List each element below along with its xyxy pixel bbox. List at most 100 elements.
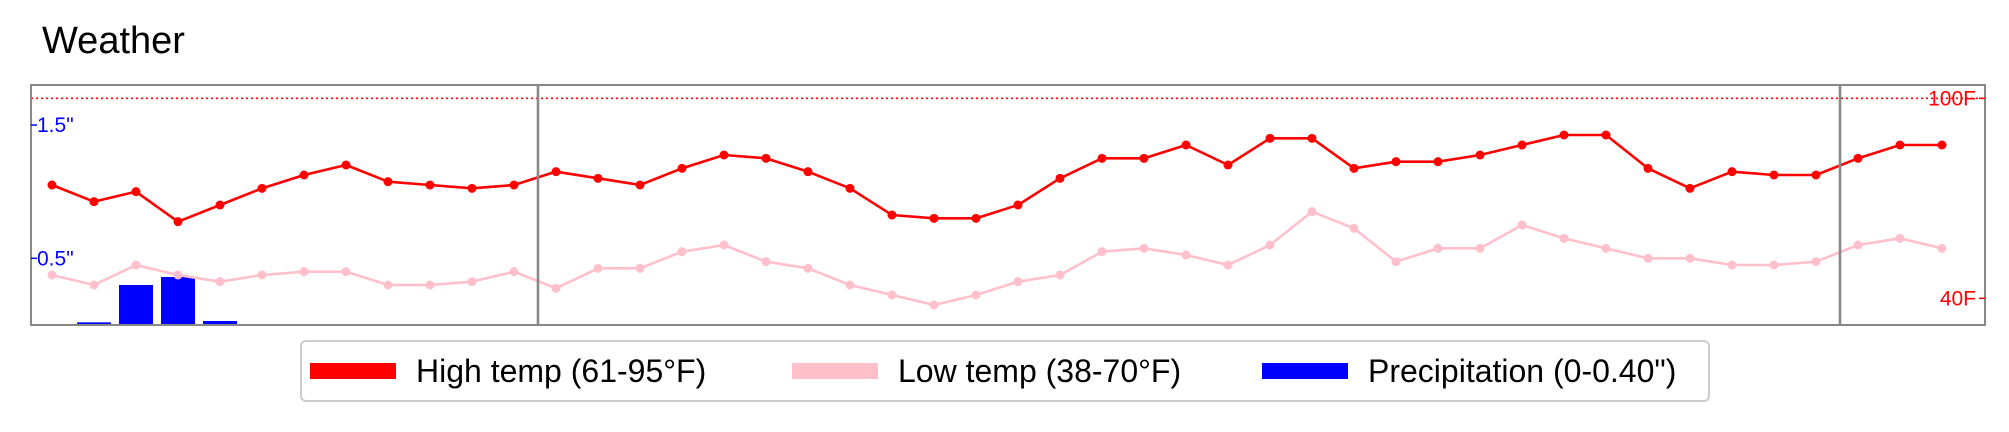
low-temp-point	[1685, 253, 1695, 263]
high-temp-point	[1853, 153, 1863, 163]
legend-label-precip: Precipitation (0-0.40")	[1368, 352, 1677, 389]
low-temp-point	[509, 267, 519, 277]
high-temp-point	[1727, 167, 1737, 177]
high-temp-point	[677, 163, 687, 173]
low-temp-point	[845, 280, 855, 290]
legend-swatch-low	[792, 363, 878, 379]
high-temp-point	[215, 200, 225, 210]
high-temp-point	[803, 167, 813, 177]
high-temp-point	[1307, 133, 1317, 143]
low-temp-point	[929, 300, 939, 310]
high-temp-point	[635, 180, 645, 190]
high-temp-point	[1895, 140, 1905, 150]
high-temp-point	[1643, 163, 1653, 173]
high-temp-point	[1223, 160, 1233, 170]
precip-bar	[119, 285, 153, 325]
low-temp-point	[803, 263, 813, 273]
low-temp-point	[257, 270, 267, 280]
high-temp-point	[1055, 173, 1065, 183]
high-temp-point	[1139, 153, 1149, 163]
high-temp-point	[1391, 157, 1401, 167]
high-temp-point	[929, 213, 939, 223]
high-temp-point	[1265, 133, 1275, 143]
high-temp-point	[1475, 150, 1485, 160]
high-temp-point	[467, 183, 477, 193]
low-temp-point	[1349, 223, 1359, 233]
high-temp-point	[1349, 163, 1359, 173]
low-temp-point	[719, 240, 729, 250]
high-temp-point	[719, 150, 729, 160]
left-tick-label: 1.5"	[37, 114, 74, 137]
left-tick-label: 0.5"	[37, 247, 74, 270]
high-temp-series	[47, 130, 1947, 227]
low-temp-point	[971, 290, 981, 300]
legend-item-high: High temp (61-95°F)	[310, 342, 706, 400]
high-temp-point	[845, 183, 855, 193]
low-temp-point	[1559, 233, 1569, 243]
low-temp-point	[1601, 243, 1611, 253]
precip-bar	[77, 322, 111, 325]
high-temp-point	[47, 180, 57, 190]
high-temp-point	[971, 213, 981, 223]
low-temp-line	[51, 210, 1943, 307]
legend: High temp (61-95°F) Low temp (38-70°F) P…	[300, 340, 1710, 402]
high-temp-point	[383, 177, 393, 187]
low-temp-point	[593, 263, 603, 273]
precip-bar	[161, 277, 195, 325]
axis-ticks: 100F 40F 1.5" 0.5"	[31, 87, 1985, 310]
high-temp-point	[89, 197, 99, 207]
low-temp-point	[1475, 243, 1485, 253]
low-temp-point	[1139, 243, 1149, 253]
high-temp-point	[341, 160, 351, 170]
low-temp-point	[635, 263, 645, 273]
high-temp-point	[173, 217, 183, 227]
low-temp-point	[1013, 277, 1023, 287]
high-temp-point	[1097, 153, 1107, 163]
high-temp-point	[887, 210, 897, 220]
low-temp-point	[1181, 250, 1191, 260]
high-temp-point	[1517, 140, 1527, 150]
high-temp-point	[1685, 183, 1695, 193]
low-temp-point	[1055, 270, 1065, 280]
legend-item-precip: Precipitation (0-0.40")	[1262, 342, 1676, 400]
low-temp-point	[173, 270, 183, 280]
low-temp-point	[1895, 233, 1905, 243]
right-tick-label: 40F	[1940, 287, 1976, 310]
legend-swatch-high	[310, 363, 396, 379]
high-temp-point	[551, 167, 561, 177]
low-temp-point	[1391, 257, 1401, 267]
low-temp-point	[131, 260, 141, 270]
high-temp-point	[509, 180, 519, 190]
right-tick-label: 100F	[1928, 87, 1976, 110]
high-temp-point	[1937, 140, 1947, 150]
high-temp-point	[1601, 130, 1611, 140]
legend-swatch-precip	[1262, 363, 1348, 379]
low-temp-point	[1643, 253, 1653, 263]
low-temp-point	[1265, 240, 1275, 250]
low-temp-point	[1853, 240, 1863, 250]
vertical-markers	[536, 85, 1842, 325]
high-temp-point	[257, 183, 267, 193]
low-temp-point	[677, 247, 687, 257]
high-temp-point	[1769, 170, 1779, 180]
high-temp-point	[593, 173, 603, 183]
low-temp-point	[1433, 243, 1443, 253]
plot-frame	[30, 84, 1986, 326]
low-temp-point	[89, 280, 99, 290]
low-temp-point	[299, 267, 309, 277]
low-temp-point	[1811, 257, 1821, 267]
low-temp-point	[47, 270, 57, 280]
high-temp-point	[425, 180, 435, 190]
chart-title: Weather	[42, 20, 185, 62]
legend-label-low: Low temp (38-70°F)	[898, 352, 1182, 389]
high-temp-point	[1559, 130, 1569, 140]
high-temp-point	[1811, 170, 1821, 180]
low-temp-point	[383, 280, 393, 290]
low-temp-point	[1727, 260, 1737, 270]
high-temp-point	[299, 170, 309, 180]
legend-item-low: Low temp (38-70°F)	[792, 342, 1181, 400]
legend-label-high: High temp (61-95°F)	[416, 352, 707, 389]
precipitation-bars	[77, 277, 237, 325]
low-temp-point	[1223, 260, 1233, 270]
